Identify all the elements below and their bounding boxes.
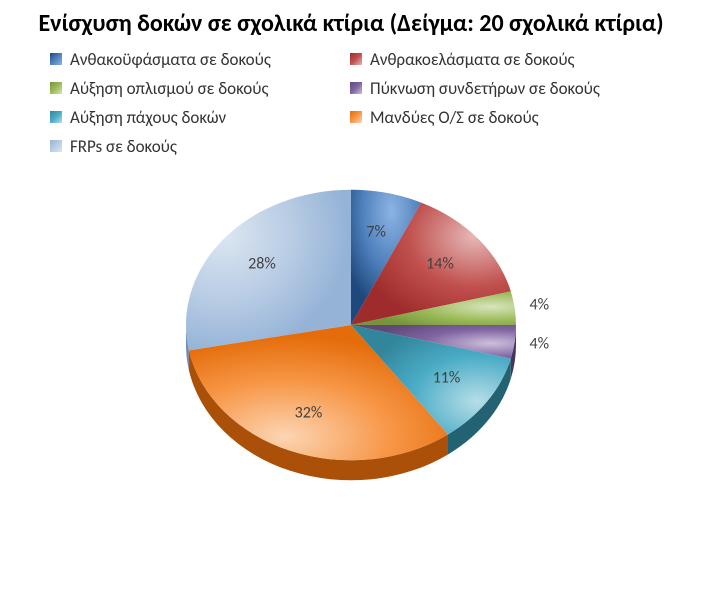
legend-label: Ανθακοϋφάσματα σε δοκούς [70, 49, 271, 70]
legend-item: Πύκνωση συνδετήρων σε δοκούς [350, 78, 670, 99]
chart-title: Ενίσχυση δοκών σε σχολικά κτίρια (Δείγμα… [0, 0, 702, 39]
slice-label: 14% [426, 255, 454, 274]
pie-svg [0, 165, 702, 505]
legend-marker-icon [350, 111, 362, 123]
legend-marker-icon [50, 111, 62, 123]
legend: Ανθακοϋφάσματα σε δοκούς Ανθρακοελάσματα … [0, 39, 702, 157]
legend-label: Αύξηση οπλισμού σε δοκούς [70, 78, 268, 99]
legend-item: Αύξηση οπλισμού σε δοκούς [50, 78, 350, 99]
legend-marker-icon [350, 53, 362, 65]
legend-marker-icon [50, 53, 62, 65]
legend-item: Ανθακοϋφάσματα σε δοκούς [50, 49, 350, 70]
legend-label: Αύξηση πάχους δοκών [70, 107, 226, 128]
slice-label: 11% [433, 369, 461, 388]
legend-label: Πύκνωση συνδετήρων σε δοκούς [370, 78, 600, 99]
legend-label: Ανθρακοελάσματα σε δοκούς [370, 49, 575, 70]
legend-item: Ανθρακοελάσματα σε δοκούς [350, 49, 670, 70]
legend-marker-icon [350, 82, 362, 94]
legend-label: FRPs σε δοκούς [70, 136, 177, 157]
legend-item: FRPs σε δοκούς [50, 136, 350, 157]
slice-label: 4% [529, 335, 549, 354]
slice-label: 32% [295, 403, 323, 422]
slice-label: 7% [366, 223, 386, 242]
slice-label: 4% [529, 296, 549, 315]
legend-marker-icon [50, 82, 62, 94]
pie-area: 7% 14% 4% 4% 11% 32% 28% [0, 165, 702, 505]
chart-container: Ενίσχυση δοκών σε σχολικά κτίρια (Δείγμα… [0, 0, 702, 611]
legend-item: Αύξηση πάχους δοκών [50, 107, 350, 128]
legend-item: Μανδύες Ο/Σ σε δοκούς [350, 107, 670, 128]
legend-marker-icon [50, 140, 62, 152]
slice-label: 28% [248, 255, 276, 274]
legend-label: Μανδύες Ο/Σ σε δοκούς [370, 107, 539, 128]
